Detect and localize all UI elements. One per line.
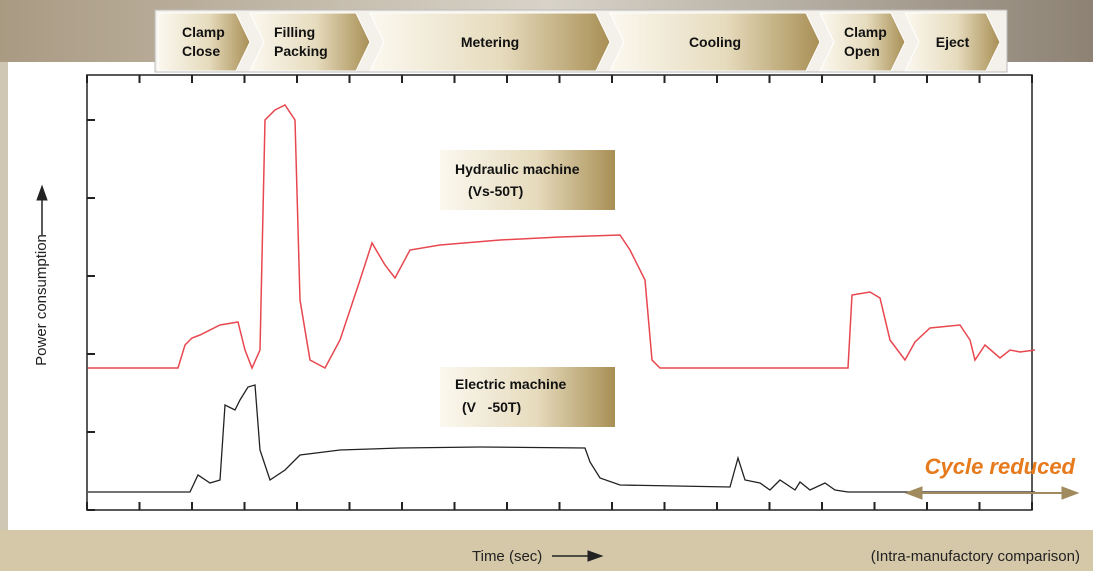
phase-arrow <box>819 12 906 72</box>
hydraulic-label-box <box>440 150 615 210</box>
phase-label: Metering <box>461 34 519 50</box>
x-axis-arrow <box>552 550 604 562</box>
phase-arrow <box>157 12 251 72</box>
cycle-arrow <box>904 486 1080 500</box>
phase-label: Packing <box>274 43 328 59</box>
phase-label: Cooling <box>689 34 741 50</box>
plot-background <box>8 62 1093 530</box>
hydraulic-curve <box>88 104 1036 370</box>
hydraulic-model: (Vs-50T) <box>468 183 523 199</box>
electric-name: Electric machine <box>455 376 566 392</box>
phase-arrow <box>609 12 821 72</box>
phase-label: Open <box>844 43 880 59</box>
x-axis-label: Time (sec) <box>472 548 542 565</box>
cycle-note: Cycle reduced <box>925 454 1076 479</box>
phase-label: Filling <box>274 24 315 40</box>
hydraulic-name: Hydraulic machine <box>455 161 580 177</box>
y-axis-arrow <box>36 184 48 235</box>
phase-arrow <box>369 12 611 72</box>
electric-label-box <box>440 367 615 427</box>
electric-model: (V -50T) <box>462 399 521 415</box>
comparison-note: (Intra-manufactory comparison) <box>871 548 1080 565</box>
phase-arrow <box>904 12 1001 72</box>
footer-band <box>0 530 1093 571</box>
phase-label: Close <box>182 43 220 59</box>
electric-curve <box>88 384 1035 493</box>
phase-label: Clamp <box>182 24 225 40</box>
phase-label: Clamp <box>844 24 887 40</box>
phase-label: Eject <box>936 34 970 50</box>
y-axis-label: Power consumption <box>33 234 50 366</box>
phase-arrow <box>249 12 371 72</box>
phase-bar: Clamp Close Filling Packing Metering Cooling C… <box>154 9 1008 73</box>
ticks <box>86 75 1033 511</box>
